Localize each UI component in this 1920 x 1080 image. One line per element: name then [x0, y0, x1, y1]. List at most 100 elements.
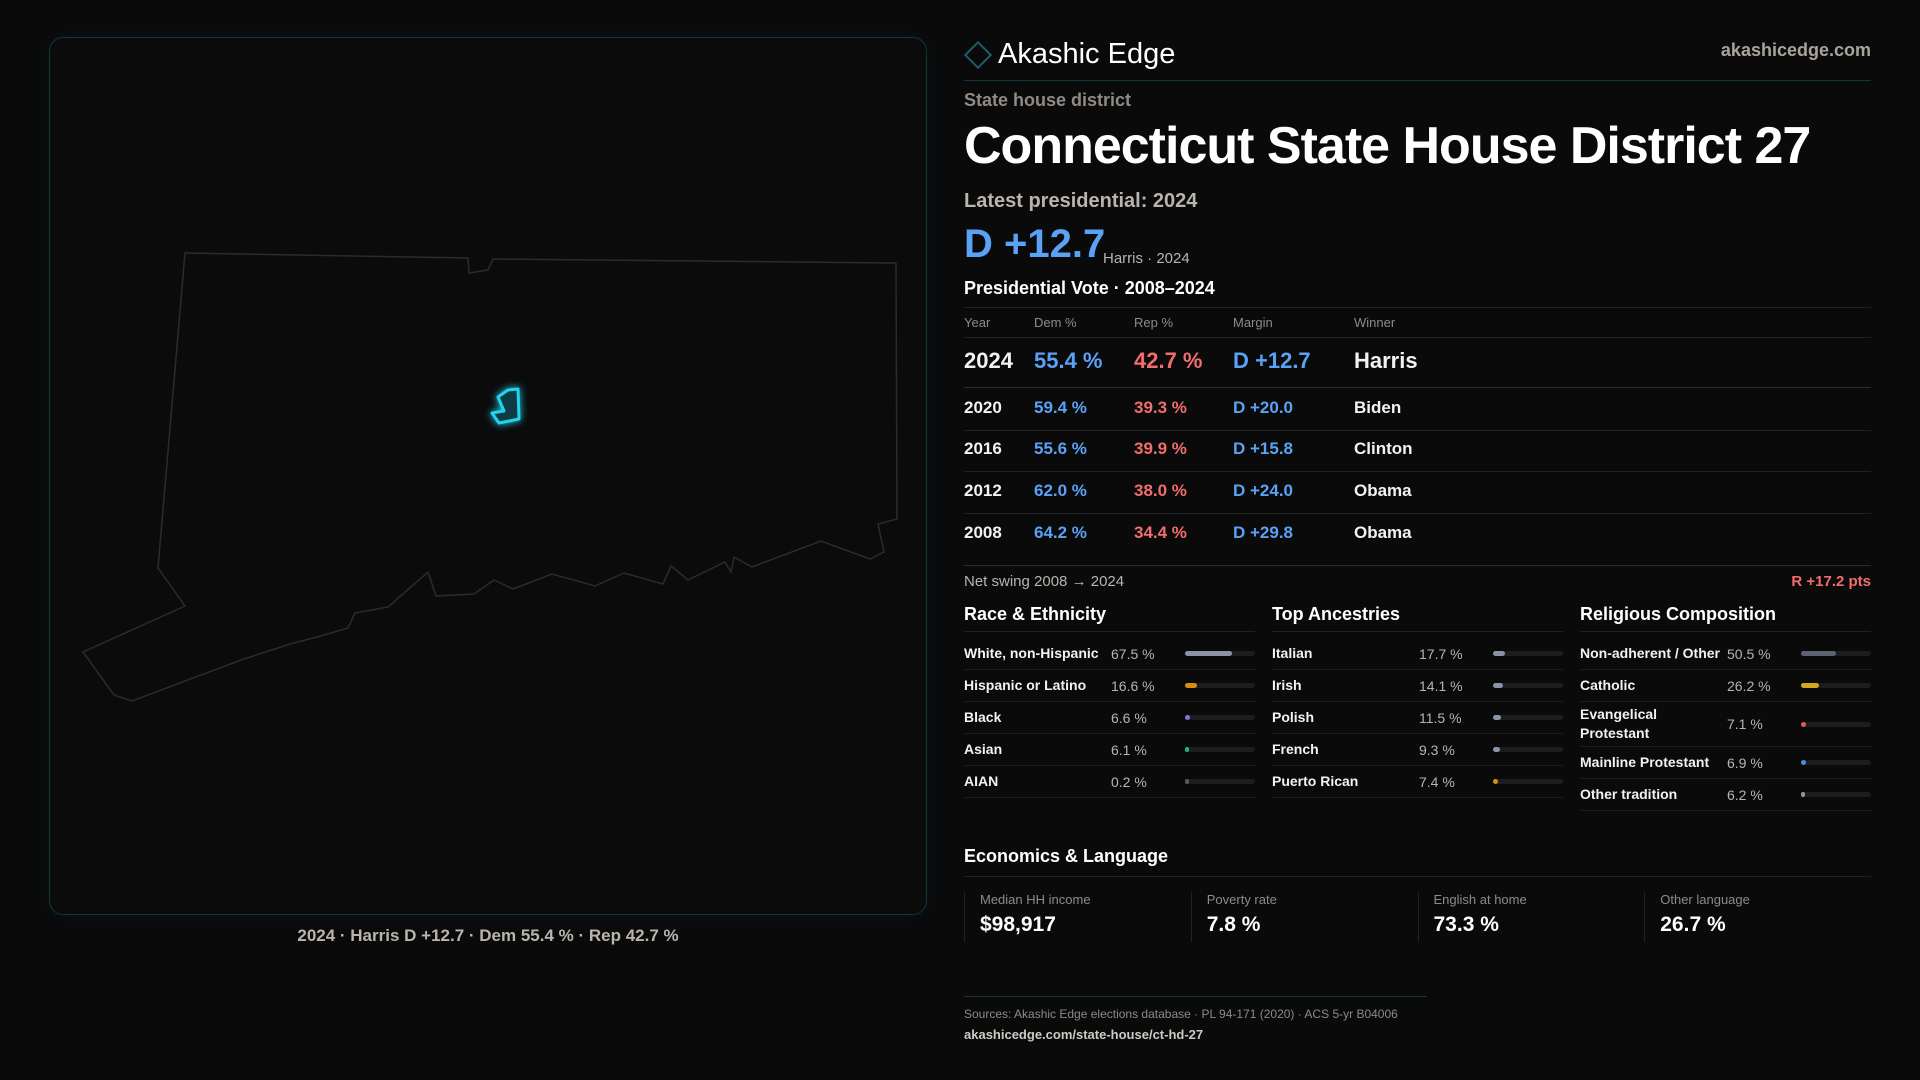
vote-rep: 39.3 % [1134, 398, 1187, 417]
latest-margin-sub: Harris · 2024 [1103, 250, 1190, 267]
bar-fill [1185, 683, 1197, 688]
column-header: Winner [1354, 315, 1396, 330]
bar-track [1801, 683, 1871, 688]
list-item: Hispanic or Latino 16.6 % [964, 670, 1255, 702]
brand-logo[interactable]: Akashic Edge [963, 38, 1176, 71]
column-header: Year [964, 315, 991, 330]
demographic-section: Race & Ethnicity White, non-Hispanic 67.5 … [964, 604, 1255, 798]
bar-fill [1185, 747, 1190, 752]
bar-fill [1493, 779, 1499, 784]
vote-rep: 39.9 % [1134, 439, 1187, 458]
list-item: Irish 14.1 % [1272, 670, 1563, 702]
list-item: Catholic 26.2 % [1580, 670, 1871, 702]
vote-year: 2016 [964, 439, 1002, 458]
list-item: French 9.3 % [1272, 734, 1563, 766]
item-value: 6.9 % [1727, 754, 1763, 771]
row-divider [964, 513, 1871, 514]
bar-fill [1493, 715, 1502, 720]
economics-title: Economics & Language [964, 846, 1169, 866]
item-label: French [1272, 741, 1319, 757]
header-divider [964, 80, 1871, 81]
bar-fill [1185, 779, 1189, 784]
divider [964, 876, 1871, 877]
item-label: Other tradition [1580, 786, 1678, 802]
district-27-shape[interactable] [490, 387, 521, 425]
bar-track [1801, 792, 1871, 797]
item-value: 50.5 % [1727, 645, 1771, 662]
list-item: AIAN 0.2 % [964, 766, 1255, 798]
list-item: Mainline Protestant 6.9 % [1580, 747, 1871, 779]
bar-track [1801, 760, 1871, 765]
bar-track [1185, 683, 1255, 688]
item-value: 11.5 % [1419, 709, 1462, 726]
latest-presidential: Latest presidential: 2024 [964, 190, 1198, 212]
divider [964, 565, 1871, 566]
bar-fill [1185, 715, 1190, 720]
economics-cards: Median HH income $98,917 Poverty rate 7.8 %… [964, 892, 1871, 942]
list-item: Italian 17.7 % [1272, 638, 1563, 670]
vote-dem: 55.6 % [1034, 439, 1087, 458]
bar-track [1493, 747, 1563, 752]
stat-value: 7.8 % [1206, 913, 1261, 936]
vote-dem: 64.2 % [1034, 523, 1087, 542]
column-header: Rep % [1134, 315, 1174, 330]
net-swing-value: R +17.2 pts [1791, 573, 1871, 590]
diamond-logo-icon [963, 40, 993, 69]
map-panel[interactable] [49, 37, 927, 915]
footer-divider [964, 996, 1427, 997]
item-value: 14.1 % [1419, 677, 1463, 694]
demographic-section: Religious Composition Non-adherent / Othe… [1580, 604, 1871, 811]
stat-label: Other language [1660, 892, 1750, 907]
bar-fill [1185, 651, 1233, 656]
list-item: Asian 6.1 % [964, 734, 1255, 766]
row-divider [964, 430, 1871, 431]
column-header: Dem % [1034, 315, 1077, 330]
item-label: Non-adherent / Other [1580, 645, 1721, 661]
item-label: Irish [1272, 677, 1302, 693]
item-label: Polish [1272, 709, 1315, 725]
bar-track [1801, 721, 1871, 727]
vote-margin: D +15.8 [1233, 439, 1294, 458]
item-value: 26.2 % [1727, 677, 1771, 694]
map-caption: 2024 · Harris D +12.7 · Dem 55.4 % · Rep… [297, 926, 679, 945]
item-label: Mainline Protestant [1580, 754, 1710, 770]
bar-track [1185, 747, 1255, 752]
item-value: 17.7 % [1419, 645, 1463, 662]
divider [964, 307, 1871, 308]
row-divider [964, 387, 1871, 388]
section-title: Top Ancestries [1272, 604, 1563, 632]
page-url[interactable]: akashicedge.com/state-house/ct-hd-27 [964, 1027, 1204, 1042]
item-label: Catholic [1580, 677, 1636, 693]
section-title: Race & Ethnicity [964, 604, 1255, 632]
divider [964, 337, 1871, 338]
item-label: Asian [964, 741, 1003, 757]
net-swing-label: Net swing 2008 → 2024 [964, 573, 1125, 590]
item-value: 7.1 % [1727, 716, 1763, 732]
item-label: AIAN [964, 773, 999, 789]
sources: Sources: Akashic Edge elections database… [964, 1007, 1398, 1021]
stat-label: Median HH income [980, 892, 1091, 907]
item-label: Hispanic or Latino [964, 677, 1087, 693]
vote-winner: Obama [1354, 523, 1412, 542]
stat-value: 73.3 % [1433, 913, 1499, 936]
site-link[interactable]: akashicedge.com [1720, 40, 1871, 60]
column-header: Margin [1233, 315, 1273, 330]
stat-card: English at home 73.3 % [1417, 892, 1645, 942]
district-type: State house district [964, 90, 1132, 110]
list-item: Black 6.6 % [964, 702, 1255, 734]
brand-name: Akashic Edge [998, 38, 1176, 70]
vote-winner: Obama [1354, 481, 1412, 500]
district-map[interactable] [50, 38, 928, 916]
vote-year: 2012 [964, 481, 1002, 500]
item-value: 6.6 % [1111, 709, 1147, 726]
demographic-section: Top Ancestries Italian 17.7 % Irish 14.1 % Po… [1272, 604, 1563, 798]
list-item: White, non-Hispanic 67.5 % [964, 638, 1255, 670]
page-title: Connecticut State House District 27 [964, 117, 1811, 175]
bar-fill [1801, 792, 1806, 797]
list-item: Non-adherent / Other 50.5 % [1580, 638, 1871, 670]
stat-label: English at home [1433, 892, 1527, 907]
item-value: 0.2 % [1111, 773, 1147, 790]
state-outline [81, 252, 898, 702]
vote-rep: 42.7 % [1134, 348, 1203, 373]
stat-card: Other language 26.7 % [1644, 892, 1871, 942]
